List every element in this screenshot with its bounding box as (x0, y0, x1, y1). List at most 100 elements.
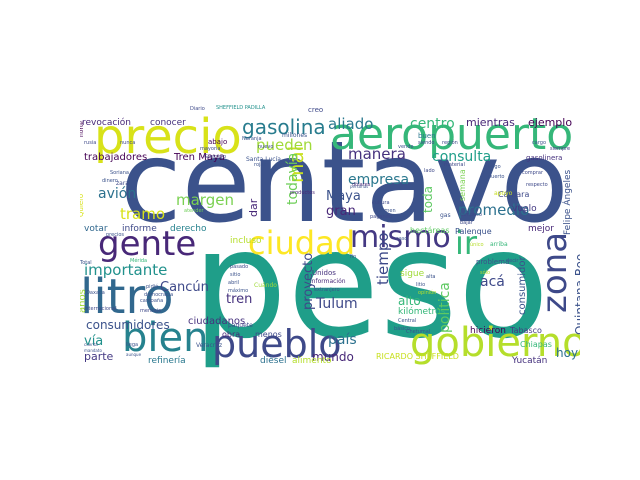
word-tulum: Tulum (316, 296, 358, 312)
word-conocer: conocer (150, 118, 186, 128)
word-yucatan: Yucatán (512, 356, 548, 366)
word-gente: gente (98, 224, 197, 264)
word-precios: precios (106, 232, 124, 238)
word-siendo: siendo (418, 140, 435, 146)
word-toda: toda (421, 185, 435, 213)
word-gasolinera: gasolinera (526, 154, 563, 162)
word-oaxaca: Oaxaca (86, 290, 105, 296)
word-empresa: empresa (348, 172, 410, 188)
word-revocacion: revocación (82, 118, 131, 128)
word-consumidores: consumidores (86, 318, 170, 332)
word-pueden: pueden (256, 136, 313, 154)
word-consulta: consulta (432, 149, 492, 165)
word-diario: Diario (190, 106, 205, 112)
word-guerrero: Guerrero (204, 154, 227, 160)
word-hicieron: hicieron (470, 326, 506, 336)
word-refineria: refinería (148, 356, 186, 366)
word-zona: zona (535, 231, 575, 313)
word-ir: ir (455, 224, 478, 262)
word-pueblo: pueblo (212, 322, 342, 366)
word-millones: millones (282, 132, 308, 139)
word-aunque: aunque (126, 352, 142, 357)
word-hectareas: hectáreas (410, 226, 450, 235)
word-nunca: nunca (120, 140, 136, 146)
word-internacional: internacional (84, 306, 117, 312)
word-consumidor: consumidor (517, 256, 528, 315)
word-fin: fin (350, 254, 357, 260)
word-alta: alta (426, 274, 436, 280)
word-aliado: aliado (328, 115, 374, 133)
word-cuenta: cuenta (84, 342, 98, 347)
word-mismo: mismo (350, 220, 451, 255)
word-vuelo: vuelo (512, 204, 537, 214)
word-pasado: pasado (230, 264, 249, 270)
word-obra: obra (222, 330, 241, 339)
word-ciudad: ciudad (248, 224, 355, 262)
word-tramo: tramo (120, 205, 166, 223)
word-merida: Mérida (130, 258, 148, 264)
word-alimento: alimento (292, 356, 332, 366)
word-tabasco: Tabasco (510, 326, 542, 335)
word-peso: peso (192, 198, 550, 370)
word-gran: gran (326, 204, 356, 219)
word-informacion: información (310, 278, 346, 285)
word-semana: semana (458, 169, 467, 201)
word-comprar: comprar (522, 170, 544, 176)
word-gas: gas (440, 212, 451, 219)
word-personas: personas (350, 184, 369, 189)
word-largo: largo (488, 164, 501, 170)
word-dolares: dólares (352, 182, 371, 188)
word-santa-lucia: Santa Lucía (246, 156, 281, 163)
word-region: región (442, 140, 458, 146)
word-lado: lado (424, 168, 435, 174)
word-importante: importante (84, 261, 168, 279)
word-siempre: siempre (550, 146, 571, 152)
word-pais: país (328, 332, 357, 348)
word-vende: vende (398, 144, 414, 150)
word-decir: decir (506, 258, 519, 264)
word-quintana-roo: Quintana Roo (573, 253, 580, 335)
word-democracia: democracia (144, 292, 174, 298)
word-incluso: incluso (230, 236, 262, 246)
word-ejemplo: ejemplo (528, 116, 573, 129)
word-mientras: mientras (466, 116, 515, 129)
word-gobierno: gobierno (410, 320, 580, 366)
word-tiempo: tiempo (374, 232, 392, 285)
word-quiero: Quiero (80, 193, 85, 217)
word-tren: tren (226, 292, 253, 307)
word-mejor: mejor (528, 224, 555, 234)
word-dar: dar (247, 198, 260, 217)
word-todavia: todavía (285, 152, 301, 205)
word-chetumal: Chetumal (406, 329, 431, 335)
word-material: material (444, 162, 465, 168)
word-llega: llega (126, 342, 139, 348)
word-aca: acá (480, 274, 505, 290)
word-dinero: dinero (102, 178, 118, 184)
word-sheffield-padilla: SHEFFIELD PADILLA (216, 105, 266, 111)
word-ricardo-sheffield: RICARDO SHEFFIELD (376, 352, 459, 361)
word-centavo: centavo (120, 118, 569, 248)
word-trabajadores: trabajadores (84, 152, 148, 163)
word-palenque: Palenque (455, 227, 492, 236)
word-cloud: peso centavo precio aeropuerto gobierno … (80, 105, 580, 370)
word-tren-maya: Tren Maya (174, 152, 226, 163)
word-alto: alto (398, 294, 421, 308)
word-cancun: Cancún (160, 280, 209, 295)
word-maximo: máximo (228, 288, 249, 294)
word-votar: votar (84, 224, 108, 234)
word-rusia: rusia (84, 140, 97, 146)
word-solo: sólo (480, 270, 491, 276)
word-paquete: paquete (228, 322, 253, 329)
word-maya: Maya (326, 189, 361, 204)
word-mayoria: mayoría (200, 146, 221, 152)
word-avion: avión (98, 186, 137, 202)
word-mandato: mandato (84, 348, 102, 353)
word-extranjero: extranjero (314, 287, 340, 293)
word-bajar: bajar (460, 220, 473, 226)
word-nuevo: nuevo (258, 144, 274, 150)
word-abajo: abajo (208, 138, 228, 146)
word-pagando: pagando (370, 214, 392, 220)
word-veracruz: Veracruz (196, 342, 223, 349)
word-apoyo: apoyo (494, 190, 513, 197)
word-menos: menos (255, 330, 282, 339)
